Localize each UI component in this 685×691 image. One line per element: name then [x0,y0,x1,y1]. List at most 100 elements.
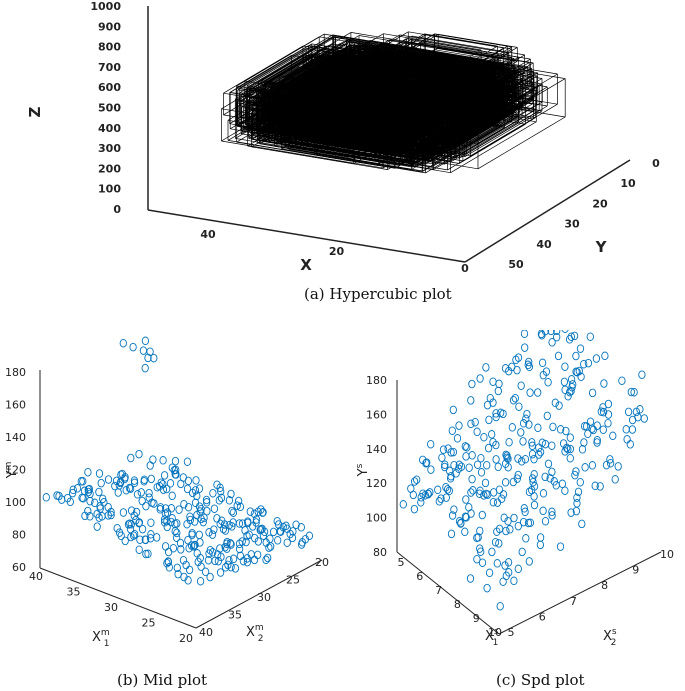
scatter-point [227,489,235,499]
scatter-point [224,560,232,570]
x-tick-labels: 40 35 30 25 20 [29,570,193,645]
scatter-point [501,561,509,570]
scatter-point [485,568,494,578]
scatter-point [483,583,491,593]
tick-label: 7 [435,584,442,597]
scatter-point [453,434,462,443]
scatter-point [467,419,475,429]
scatter-point [107,510,115,520]
scatter-point [113,523,121,533]
scatter-point [160,471,169,480]
scatter-point [511,393,519,403]
scatter-point [519,437,527,446]
caption-b: (b) Mid plot [117,671,208,689]
scatter-point [169,543,178,553]
scatter-point [510,576,518,586]
scatter-point [530,454,538,464]
scatter-point [77,477,85,486]
scatter-point [417,493,425,502]
scatter-point [518,547,526,557]
scatter-point [196,538,204,547]
scatter-point [226,538,235,548]
scatter-point [193,549,201,558]
scatter-point [238,519,247,528]
hypercube-box [356,38,519,106]
scatter-point [442,482,450,492]
scatter-point [548,467,556,477]
tick-label: 8 [601,579,608,592]
scatter-point [166,479,175,488]
scatter-point [146,533,155,543]
scatter-point [517,428,525,437]
z-axis-label: Ys [355,463,371,477]
scatter-point [509,477,517,487]
tick-label: 160 [5,399,26,412]
scatter-point [488,547,496,557]
scatter-point [477,453,485,463]
scatter-point [435,497,443,506]
scatter-point [467,488,475,497]
scatter-point [496,601,504,611]
scatter-point [257,505,265,514]
scatter-point [238,537,246,546]
scatter-point [147,518,155,527]
y-tick-labels: 40 35 30 25 20 [199,556,329,639]
scatter-point [597,407,605,416]
scatter-point [626,440,634,449]
scatter-point [484,490,492,499]
y-tick-labels: 5 6 7 8 9 10 [508,548,675,639]
scatter-point [292,520,300,529]
scatter-point [185,543,193,553]
scatter-point [566,387,574,397]
scatter-point [250,509,259,519]
scatter-point [450,505,458,514]
scatter-point [468,451,476,460]
scatter-point [288,533,297,543]
scatter-point [447,529,456,539]
scatter-point [546,474,554,483]
scatter-point [554,351,563,361]
scatter-point [455,517,464,526]
scatter-point [562,426,570,436]
scatter-point [493,559,501,568]
scatter-point [555,401,563,410]
scatter-point [471,417,479,427]
scatter-point [449,447,458,457]
x-axis-line [396,551,500,635]
scatter-point [130,529,139,539]
scatter-point [498,494,506,503]
scatter-point [423,458,431,467]
scatter-point [119,338,127,348]
scatter-point [150,353,158,363]
scatter-point [491,537,500,547]
scatter-point [96,504,104,513]
tick-label: 8 [454,598,461,611]
scatter-point [216,568,225,577]
scatter-point [473,460,482,469]
scatter-point [184,576,192,585]
scatter-point [500,513,508,523]
scatter-point [577,372,585,381]
scatter-point [260,527,269,537]
scatter-point [111,481,119,491]
scatter-point [473,427,481,437]
scatter-point [572,467,580,476]
scatter-point [156,503,165,512]
scatter-point [164,547,173,557]
scatter-point [548,338,556,347]
scatter-point [521,343,529,352]
scatter-point [465,503,473,512]
spd-scatter-points [399,330,648,611]
tick-label: 6 [416,570,423,583]
scatter-point [187,541,196,550]
scatter-point [86,512,94,521]
scatter-point [509,395,518,405]
scatter-point [567,332,575,341]
scatter-point [466,574,475,583]
scatter-point [243,557,252,567]
scatter-point [139,346,148,355]
scatter-point [95,469,104,478]
scatter-point [183,484,192,494]
